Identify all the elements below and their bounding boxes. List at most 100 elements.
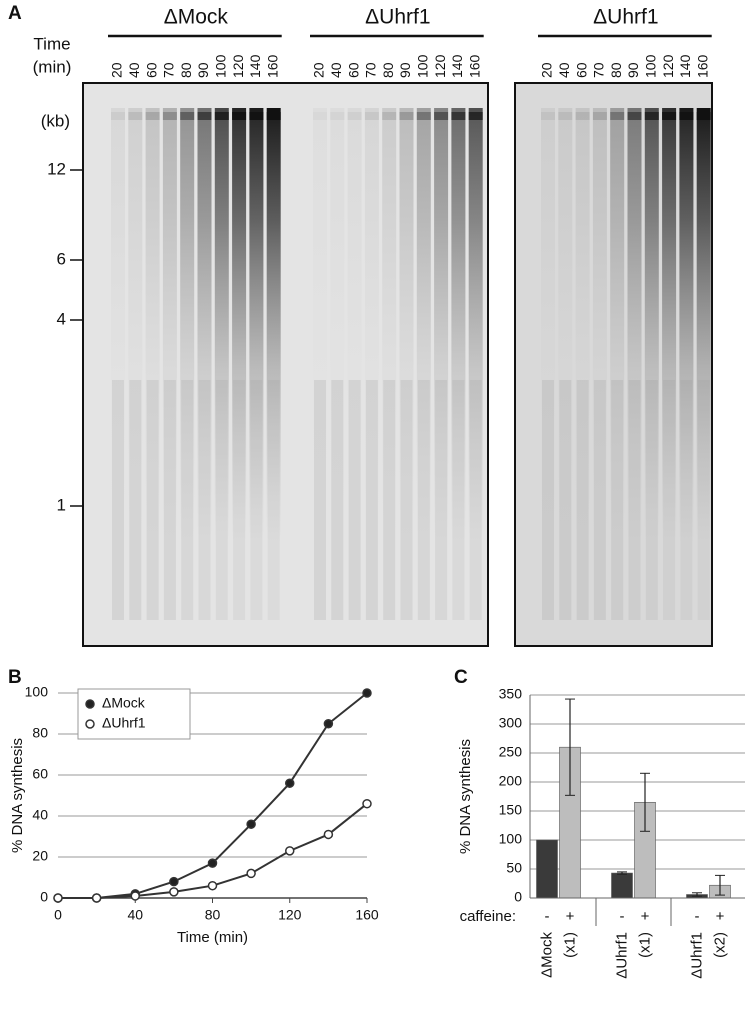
lane-label: 70	[161, 62, 177, 78]
lane-band	[541, 108, 555, 120]
y-tick-label: 200	[499, 773, 523, 789]
category-label: ΔUhrf1	[613, 932, 630, 979]
gel-lanes	[111, 108, 711, 620]
lane-label: 140	[247, 54, 263, 78]
lane-band	[696, 108, 711, 120]
lane-smear	[610, 112, 625, 542]
lane-band	[330, 108, 345, 120]
series-label: -	[695, 908, 700, 925]
lane-low	[611, 380, 624, 620]
panel-label: B	[8, 667, 22, 688]
lane-low	[314, 380, 326, 620]
lane-smear	[575, 112, 590, 542]
legend-marker	[85, 719, 95, 729]
lane-low	[542, 380, 554, 620]
group-title: ΔUhrf1	[365, 6, 430, 29]
data-point	[169, 876, 179, 887]
lane-smear	[330, 112, 345, 542]
lane-smear	[558, 112, 573, 542]
lane-label: 70	[363, 62, 379, 78]
legend-label: ΔMock	[102, 695, 146, 711]
lane-smear	[347, 112, 362, 542]
lane-low	[331, 380, 344, 620]
data-point	[285, 846, 295, 856]
lane-smear	[232, 112, 247, 542]
lane-label: 90	[397, 62, 413, 78]
time-unit: (min)	[33, 57, 72, 76]
category-label: ΔUhrf1	[688, 932, 705, 979]
y-tick-label: 100	[499, 831, 523, 847]
y-tick-label: 250	[499, 744, 523, 760]
size-marker: 1	[57, 495, 66, 514]
lane-band	[180, 108, 195, 120]
y-tick-label: 100	[25, 684, 49, 700]
lane-band	[679, 108, 694, 120]
lane-smear	[679, 112, 694, 542]
lane-low	[593, 380, 606, 620]
lane-label: 60	[573, 62, 589, 78]
y-tick-label: 40	[32, 807, 48, 823]
lane-band	[558, 108, 573, 120]
lane-band	[145, 108, 160, 120]
lane-label: 100	[643, 54, 659, 78]
data-point	[246, 868, 256, 879]
size-unit: (kb)	[41, 111, 70, 130]
lane-band	[347, 108, 362, 120]
lane-low	[267, 380, 280, 620]
lane-label: 100	[213, 54, 229, 78]
lane-low	[198, 380, 211, 620]
lane-label: 160	[264, 54, 280, 78]
lane-band	[197, 108, 212, 120]
panel-label: A	[8, 3, 22, 24]
legend-marker	[85, 699, 95, 709]
y-tick-label: 50	[506, 860, 522, 876]
size-marker: 12	[47, 159, 66, 178]
lane-low	[146, 380, 159, 620]
data-point	[323, 829, 334, 840]
lane-label: 160	[694, 54, 710, 78]
lane-smear	[451, 112, 466, 542]
lane-smear	[399, 112, 414, 542]
panel-label: C	[454, 667, 468, 688]
lane-smear	[111, 112, 125, 542]
y-axis-label: % DNA synthesis	[457, 739, 474, 854]
lane-band	[644, 108, 659, 120]
data-point	[362, 688, 372, 698]
lane-smear	[180, 112, 195, 542]
lane-band	[416, 108, 431, 120]
lane-band	[451, 108, 466, 120]
group-title: ΔUhrf1	[593, 6, 658, 29]
group-label: caffeine:	[460, 908, 516, 925]
lane-label: 20	[109, 62, 125, 78]
category-note: (x2)	[711, 932, 728, 958]
lane-low	[576, 380, 589, 620]
lane-band	[399, 108, 414, 120]
lane-low	[663, 380, 676, 620]
lane-label: 160	[466, 54, 482, 78]
lane-smear	[644, 112, 659, 542]
series-label: -	[620, 908, 625, 925]
size-marker: 4	[57, 309, 66, 328]
lane-label: 120	[660, 54, 676, 78]
series-label: +	[641, 908, 650, 925]
lane-label: 90	[195, 62, 211, 78]
bar	[611, 872, 633, 899]
lane-band	[575, 108, 590, 120]
lane-label: 60	[143, 62, 159, 78]
time-label: Time	[33, 34, 70, 53]
lane-low	[435, 380, 448, 620]
lane-label: 40	[328, 62, 344, 78]
lane-band	[434, 108, 449, 120]
lane-low	[400, 380, 413, 620]
x-tick-label: 160	[355, 907, 379, 923]
lane-label: 80	[178, 62, 194, 78]
y-tick-label: 80	[32, 725, 48, 741]
lane-label: 120	[230, 54, 246, 78]
lane-smear	[416, 112, 431, 542]
lane-low	[628, 380, 641, 620]
lane-smear	[364, 112, 379, 542]
lane-band	[214, 108, 229, 120]
data-point	[246, 819, 256, 829]
size-marker: 6	[57, 249, 66, 268]
